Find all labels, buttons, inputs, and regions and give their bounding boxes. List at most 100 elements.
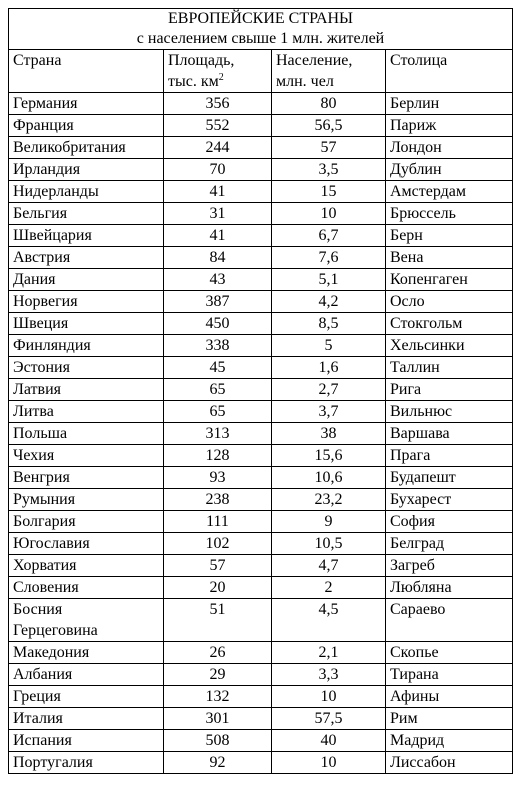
- capital-cell: София: [386, 511, 513, 533]
- header-country-label: Страна: [13, 50, 159, 71]
- area-cell: 92: [164, 752, 272, 774]
- country-name-line2: Герцеговина: [13, 622, 98, 639]
- country-cell: Словения: [9, 577, 164, 599]
- header-country: Страна: [9, 50, 164, 93]
- country-name: Словения: [13, 579, 79, 596]
- population-cell: 10,6: [272, 467, 386, 489]
- area-cell: 41: [164, 225, 272, 247]
- area-cell: 552: [164, 115, 272, 137]
- header-area-unit: тыс. км: [168, 73, 219, 90]
- table-row: Португалия 92 10 Лиссабон: [9, 752, 513, 774]
- area-cell: 93: [164, 467, 272, 489]
- country-name: Ирландия: [13, 161, 80, 178]
- table-row: Македония 26 2,1 Скопье: [9, 642, 513, 664]
- capital-cell: Тирана: [386, 664, 513, 686]
- table-row: Великобритания 244 57 Лондон: [9, 137, 513, 159]
- population-cell: 4,7: [272, 555, 386, 577]
- country-cell: Португалия: [9, 752, 164, 774]
- capital-cell: Белград: [386, 533, 513, 555]
- capital-cell: Лиссабон: [386, 752, 513, 774]
- area-cell: 508: [164, 730, 272, 752]
- population-cell: 80: [272, 93, 386, 115]
- country-name: Хорватия: [13, 557, 77, 574]
- country-name: Бельгия: [13, 205, 67, 222]
- table-subtitle: с населением свыше 1 млн. жителей: [13, 29, 508, 49]
- capital-cell: Осло: [386, 291, 513, 313]
- capital-cell: Лондон: [386, 137, 513, 159]
- capital-cell: Таллин: [386, 357, 513, 379]
- country-name: Венгрия: [13, 469, 70, 486]
- table-row: Ирландия 70 3,5 Дублин: [9, 159, 513, 181]
- country-cell: Греция: [9, 686, 164, 708]
- country-name: Великобритания: [13, 139, 126, 156]
- header-population-line2: млн. чел: [276, 71, 381, 92]
- header-area-line2: тыс. км2: [168, 71, 267, 92]
- capital-cell: Мадрид: [386, 730, 513, 752]
- table-row: Швейцария 41 6,7 Берн: [9, 225, 513, 247]
- population-cell: 15,6: [272, 445, 386, 467]
- population-cell: 4,2: [272, 291, 386, 313]
- country-name: Португалия: [13, 754, 93, 771]
- area-cell: 65: [164, 401, 272, 423]
- country-name: Финляндия: [13, 337, 91, 354]
- area-cell: 41: [164, 181, 272, 203]
- area-cell: 51: [164, 599, 272, 642]
- population-cell: 5,1: [272, 269, 386, 291]
- country-cell: Швеция: [9, 313, 164, 335]
- population-cell: 56,5: [272, 115, 386, 137]
- table-title-row: ЕВРОПЕЙСКИЕ СТРАНЫ с населением свыше 1 …: [9, 9, 513, 50]
- table-row: Босния Герцеговина 51 4,5 Сараево: [9, 599, 513, 642]
- table-row: Польша 313 38 Варшава: [9, 423, 513, 445]
- capital-cell: Стокгольм: [386, 313, 513, 335]
- area-cell: 43: [164, 269, 272, 291]
- capital-cell: Рим: [386, 708, 513, 730]
- table-row: Норвегия 387 4,2 Осло: [9, 291, 513, 313]
- header-capital-label: Столица: [390, 50, 508, 71]
- country-cell: Румыния: [9, 489, 164, 511]
- country-cell: Австрия: [9, 247, 164, 269]
- table-row: Литва 65 3,7 Вильнюс: [9, 401, 513, 423]
- country-name: Франция: [13, 117, 74, 134]
- table-row: Румыния 238 23,2 Бухарест: [9, 489, 513, 511]
- country-name: Босния: [13, 601, 62, 618]
- capital-cell: Вена: [386, 247, 513, 269]
- country-name: Болгария: [13, 513, 76, 530]
- table-row: Албания 29 3,3 Тирана: [9, 664, 513, 686]
- population-cell: 23,2: [272, 489, 386, 511]
- table-row: Эстония 45 1,6 Таллин: [9, 357, 513, 379]
- country-cell: Финляндия: [9, 335, 164, 357]
- country-cell: Болгария: [9, 511, 164, 533]
- country-name: Испания: [13, 732, 72, 749]
- table-row: Германия 356 80 Берлин: [9, 93, 513, 115]
- table-row: Словения 20 2 Любляна: [9, 577, 513, 599]
- area-cell: 29: [164, 664, 272, 686]
- country-cell: Польша: [9, 423, 164, 445]
- capital-cell: Хельсинки: [386, 335, 513, 357]
- capital-cell: Афины: [386, 686, 513, 708]
- country-cell: Югославия: [9, 533, 164, 555]
- table-row: Австрия 84 7,6 Вена: [9, 247, 513, 269]
- country-cell: Македония: [9, 642, 164, 664]
- population-cell: 38: [272, 423, 386, 445]
- population-cell: 3,5: [272, 159, 386, 181]
- population-cell: 2,7: [272, 379, 386, 401]
- country-cell: Испания: [9, 730, 164, 752]
- country-name: Швейцария: [13, 227, 92, 244]
- header-population: Население, млн. чел: [272, 50, 386, 93]
- population-cell: 3,7: [272, 401, 386, 423]
- area-cell: 128: [164, 445, 272, 467]
- area-cell: 70: [164, 159, 272, 181]
- capital-cell: Бухарест: [386, 489, 513, 511]
- population-cell: 10: [272, 203, 386, 225]
- area-cell: 102: [164, 533, 272, 555]
- population-cell: 6,7: [272, 225, 386, 247]
- country-name: Эстония: [13, 359, 70, 376]
- table-row: Нидерланды 41 15 Амстердам: [9, 181, 513, 203]
- area-cell: 387: [164, 291, 272, 313]
- capital-cell: Амстердам: [386, 181, 513, 203]
- country-name: Швеция: [13, 315, 68, 332]
- table-title: ЕВРОПЕЙСКИЕ СТРАНЫ с населением свыше 1 …: [9, 9, 513, 50]
- population-cell: 15: [272, 181, 386, 203]
- capital-cell: Варшава: [386, 423, 513, 445]
